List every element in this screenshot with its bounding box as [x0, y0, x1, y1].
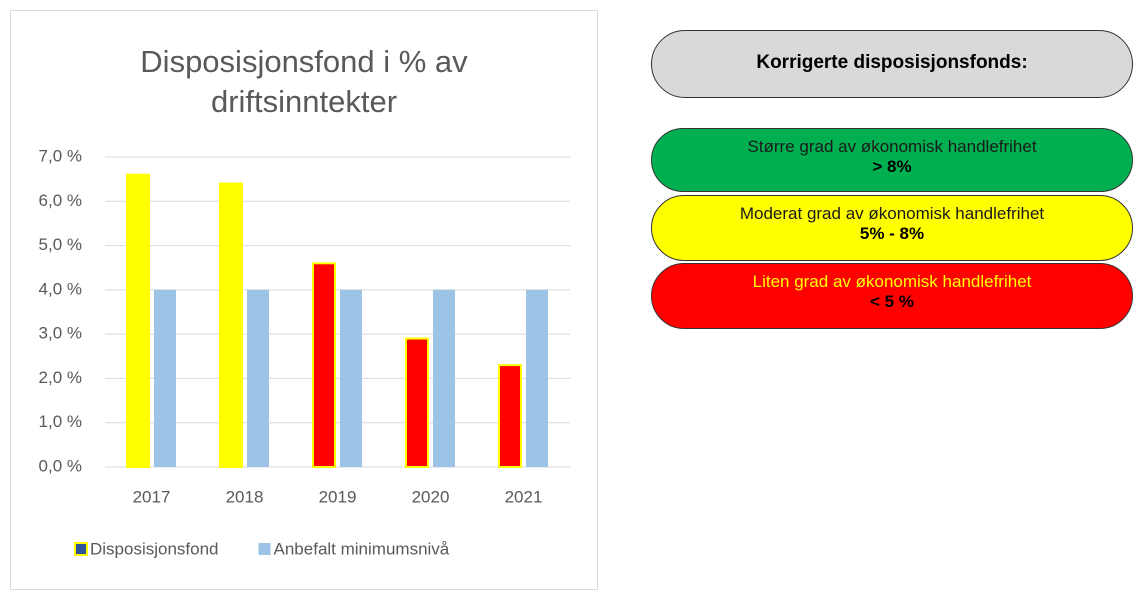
- legend-swatch: [74, 542, 88, 556]
- level-title: Større grad av økonomisk handlefrihet: [747, 137, 1037, 156]
- x-tick-label: 2018: [226, 487, 264, 506]
- y-tick-label: 3,0 %: [39, 324, 82, 343]
- bar: [433, 289, 455, 467]
- legend-label: Anbefalt minimumsnivå: [274, 539, 450, 558]
- bar: [405, 337, 429, 469]
- bar: [219, 182, 243, 468]
- x-tick-label: 2021: [505, 487, 543, 506]
- chart: 0,0 % 1,0 % 2,0 % 3,0 % 4,0 % 5,0 % 6,0 % 7,0 %…: [39, 146, 570, 558]
- level-pill: Større grad av økonomisk handlefrihet > 8…: [651, 128, 1133, 192]
- y-tick-label: 1,0 %: [39, 412, 82, 431]
- y-tick-label: 5,0 %: [39, 235, 82, 254]
- level-title: Moderat grad av økonomisk handlefrihet: [739, 204, 1045, 223]
- y-tick-label: 6,0 %: [39, 191, 82, 210]
- bar: [154, 289, 176, 467]
- level-range: 5% - 8%: [859, 224, 925, 243]
- y-tick-label: 0,0 %: [39, 456, 82, 475]
- bar: [247, 289, 269, 467]
- bar: [526, 289, 548, 467]
- panel-heading: Korrigerte disposisjonsfonds:: [651, 30, 1133, 98]
- legend-swatch: [258, 543, 271, 555]
- y-tick-label: 7,0 %: [39, 146, 82, 165]
- bar: [312, 262, 336, 468]
- legend-label: Disposisjonsfond: [90, 539, 219, 558]
- level-range: < 5 %: [870, 292, 914, 311]
- level-pill: Moderat grad av økonomisk handlefrihet 5%…: [651, 195, 1133, 261]
- level-range: > 8%: [872, 157, 912, 176]
- level-title: Liten grad av økonomisk handlefrihet: [752, 272, 1032, 291]
- chart-title: Disposisjonsfond i % av driftsinntekter: [140, 44, 468, 119]
- x-tick-label: 2019: [319, 487, 357, 506]
- y-tick-label: 4,0 %: [39, 279, 82, 298]
- bar: [498, 364, 522, 468]
- x-tick-label: 2020: [412, 487, 450, 506]
- bar: [126, 173, 150, 468]
- level-pill: Liten grad av økonomisk handlefrihet < 5 …: [651, 263, 1133, 329]
- x-tick-label: 2017: [133, 487, 171, 506]
- bar: [340, 289, 362, 467]
- y-tick-label: 2,0 %: [39, 368, 82, 387]
